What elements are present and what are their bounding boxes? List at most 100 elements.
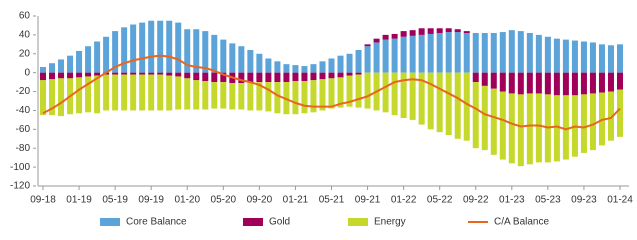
bar: [617, 89, 623, 137]
bar: [580, 72, 587, 95]
y-tick-label: -20: [16, 86, 31, 97]
bar: [463, 31, 470, 33]
bar: [535, 93, 542, 163]
bar: [445, 32, 452, 73]
legend-label: Energy: [374, 217, 406, 228]
bar: [319, 61, 326, 73]
bar: [328, 58, 335, 73]
bar: [409, 30, 416, 36]
bar: [319, 79, 326, 111]
bar: [274, 72, 281, 83]
bar: [166, 20, 173, 73]
x-tick-label: 05-20: [211, 195, 237, 206]
bar: [580, 41, 587, 73]
bar: [211, 72, 218, 83]
bar: [166, 72, 173, 76]
bar: [472, 82, 479, 149]
bar: [346, 53, 353, 73]
x-tick-label: 05-21: [319, 195, 345, 206]
bar: [391, 33, 398, 39]
bar: [121, 72, 128, 75]
x-tick-label: 01-19: [66, 195, 92, 206]
x-tick-label: 09-22: [463, 195, 489, 206]
y-tick-label: 0: [24, 67, 30, 78]
bar: [562, 72, 569, 96]
bar: [247, 72, 254, 83]
bar: [58, 72, 65, 79]
bar: [544, 72, 551, 95]
bar: [355, 72, 362, 75]
x-tick-label: 09-20: [247, 195, 273, 206]
bar: [382, 34, 389, 40]
bar: [319, 72, 326, 80]
bar: [409, 35, 416, 73]
bar: [355, 50, 362, 73]
bar: [220, 72, 227, 83]
y-tick-label: -40: [16, 105, 31, 116]
y-tick-label: -60: [16, 124, 31, 135]
bar: [40, 80, 46, 116]
legend-label: C/A Balance: [494, 217, 549, 228]
bar: [427, 28, 434, 34]
bar: [184, 78, 191, 110]
bar: [463, 33, 470, 73]
bar: [427, 33, 434, 73]
bar: [166, 75, 173, 111]
bar: [517, 94, 524, 167]
bar: [193, 29, 200, 73]
bar: [103, 74, 110, 111]
bar: [544, 36, 551, 73]
bar: [139, 22, 146, 73]
bar: [490, 88, 497, 155]
bar: [589, 72, 596, 94]
bar: [310, 72, 317, 81]
bar: [598, 72, 605, 93]
bar: [445, 72, 452, 135]
x-tick-label: 09-21: [355, 195, 381, 206]
bar: [76, 50, 83, 73]
bar: [139, 74, 146, 111]
bar: [373, 42, 380, 73]
bar: [211, 34, 218, 73]
bar: [238, 46, 245, 73]
bar: [481, 85, 488, 151]
bar: [499, 72, 506, 92]
bar: [94, 41, 101, 73]
bar: [382, 39, 389, 73]
y-tick-label: 60: [19, 11, 31, 22]
y-tick-label: -120: [10, 181, 30, 192]
bar: [283, 64, 290, 73]
bar: [229, 83, 236, 110]
bar: [292, 72, 299, 82]
bar: [184, 72, 191, 79]
bar: [562, 39, 569, 73]
legend-swatch: [100, 218, 120, 226]
bar: [463, 72, 470, 141]
bar: [499, 91, 506, 160]
bar: [617, 72, 623, 90]
bar: [337, 72, 344, 78]
bar: [409, 72, 416, 120]
x-tick-label: 01-23: [499, 195, 525, 206]
bar: [148, 74, 155, 111]
bar: [67, 55, 74, 73]
bar: [49, 72, 56, 80]
bar: [76, 77, 83, 114]
bar: [94, 75, 101, 114]
bar: [499, 32, 506, 73]
bar: [238, 83, 245, 110]
bar: [148, 72, 155, 75]
bar: [175, 22, 182, 73]
legend-label: Core Balance: [126, 217, 187, 228]
bar: [481, 33, 488, 73]
bar: [346, 72, 353, 76]
bar: [301, 66, 308, 73]
bar: [364, 44, 371, 47]
bar: [553, 95, 560, 162]
bar: [238, 72, 245, 84]
bar: [175, 76, 182, 110]
bar: [526, 93, 533, 165]
bar: [517, 72, 524, 95]
bar: [328, 78, 335, 109]
